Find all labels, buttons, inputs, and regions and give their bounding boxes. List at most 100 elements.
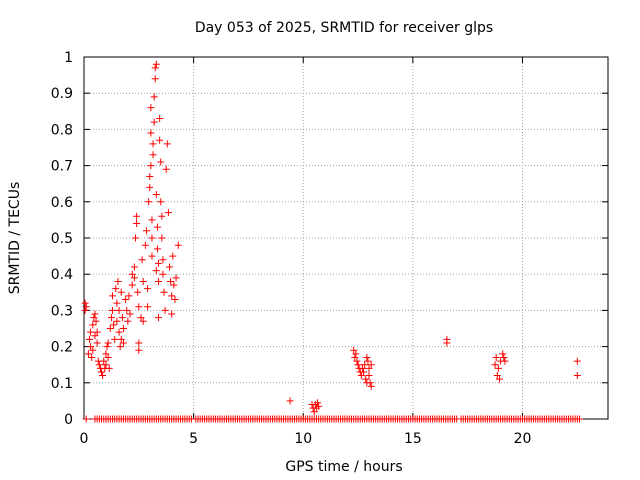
data-point [159,256,167,264]
data-point [125,292,133,300]
data-point [353,357,361,365]
data-point [119,339,127,347]
data-point [149,140,157,148]
data-point [89,321,97,329]
data-point [169,252,177,260]
data-point [153,223,161,231]
data-point [92,317,100,325]
data-point [170,281,178,289]
data-point [139,317,147,325]
data-point [118,314,126,322]
data-point [171,296,179,304]
data-point [99,372,107,380]
y-tick-label: 0.2 [51,340,73,356]
chart-title: Day 053 of 2025, SRMTID for receiver glp… [195,20,493,36]
data-point [135,339,143,347]
data-point [128,281,136,289]
data-point [109,292,117,300]
data-points [81,60,583,423]
y-tick-label: 0.8 [51,122,73,138]
data-point [145,198,153,206]
data-point [166,263,174,271]
data-point [128,270,136,278]
data-point [139,277,147,285]
data-point [135,346,143,354]
data-point [351,353,359,361]
data-point [363,353,371,361]
data-point [149,151,157,159]
data-point [119,325,127,332]
data-point [112,285,120,293]
data-point [104,353,112,361]
y-tick-label: 0.9 [51,86,73,102]
data-point [130,274,138,282]
data-point [495,375,503,383]
y-tick-label: 0.7 [51,159,73,175]
data-point [95,361,103,369]
data-point [115,306,123,314]
data-point [148,216,156,224]
data-point [157,158,165,166]
data-point [153,245,161,253]
data-point [350,346,358,354]
data-point [573,357,581,365]
data-point [365,372,373,380]
data-point [151,64,159,72]
x-tick-label: 15 [404,431,422,447]
y-tick-label: 0.3 [51,303,73,319]
data-point [111,335,119,343]
data-point [138,256,146,264]
y-tick-labels: 0 0.1 0.2 0.3 0.4 0.5 0.6 0.7 0.8 0.9 1 [51,50,73,428]
data-point [115,328,123,336]
data-point [575,415,583,423]
data-point [113,317,121,325]
data-point [159,270,167,278]
data-point [116,343,124,351]
data-point [443,339,451,347]
data-point [493,372,501,380]
data-point [167,277,175,285]
data-point [364,357,372,365]
data-point [366,379,374,387]
y-tick-label: 0 [64,412,73,428]
data-point [161,306,169,314]
x-tick-label: 20 [514,431,532,447]
data-point [148,252,156,260]
data-point [168,292,176,300]
data-point [141,241,149,249]
y-tick-label: 0.1 [51,376,73,392]
data-point [367,361,375,369]
y-axis-label: SRMTID / TECUs [7,182,23,295]
data-point [105,364,113,372]
data-point [144,285,152,293]
data-point [354,361,362,369]
data-point [82,303,90,311]
data-point [110,321,118,329]
x-axis-label: GPS time / hours [285,459,402,475]
data-point [156,115,164,123]
data-point [492,353,500,361]
data-point [134,288,142,296]
data-point [152,191,160,199]
x-tick-labels: 0 5 10 15 20 [80,431,532,447]
data-point [152,267,160,275]
y-tick-label: 0.4 [51,267,73,283]
data-point [147,162,155,170]
data-point [102,350,110,358]
data-point [500,353,508,361]
data-point [98,368,106,376]
data-point [286,397,294,405]
data-point [146,172,154,180]
data-point [155,314,163,322]
data-point [357,372,365,380]
data-point [150,93,158,101]
data-point [88,353,96,361]
data-point [81,306,89,314]
data-point [162,165,170,173]
data-point [107,314,115,322]
data-point [491,361,499,369]
data-point [113,299,121,307]
data-point [132,234,140,242]
data-point [157,198,165,206]
